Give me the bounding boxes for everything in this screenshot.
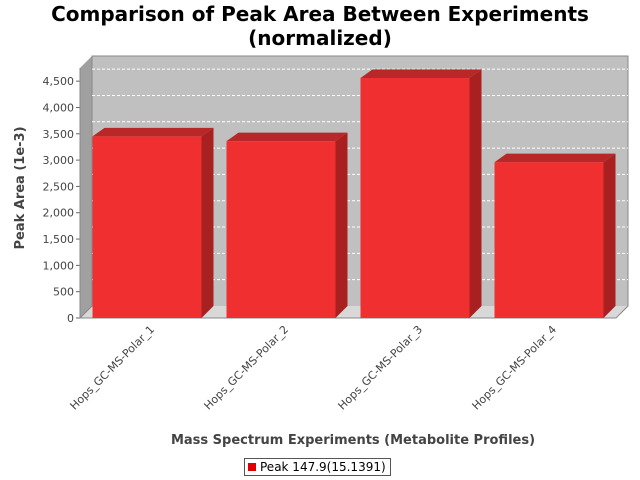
y-tick-label: 3,000 xyxy=(43,154,75,167)
x-tick-label: Hops_GC-MS-Polar_3 xyxy=(336,323,426,413)
legend-label: Peak 147.9(15.1391) xyxy=(260,460,386,474)
bar-front xyxy=(360,78,470,318)
bars xyxy=(92,69,616,318)
y-tick-label: 1,000 xyxy=(43,259,75,272)
x-axis-title: Mass Spectrum Experiments (Metabolite Pr… xyxy=(171,433,535,448)
chart-title: Comparison of Peak Area Between Experime… xyxy=(0,2,640,50)
left-wall xyxy=(80,56,92,318)
y-axis-title: Peak Area (1e-3) xyxy=(13,126,28,249)
bar-top xyxy=(92,127,214,137)
bar xyxy=(360,69,482,318)
x-axis: Hops_GC-MS-Polar_1 Hops_GC-MS-Polar_2 Hops… xyxy=(68,323,560,413)
plot-outline xyxy=(79,55,629,319)
legend: Peak 147.9(15.1391) xyxy=(244,458,391,476)
y-tick-label: 0 xyxy=(67,312,74,325)
floor xyxy=(80,306,628,318)
bar-side xyxy=(469,69,482,318)
chart-title-line-1: Comparison of Peak Area Between Experime… xyxy=(51,2,589,26)
y-tick-label: 1,500 xyxy=(43,233,75,246)
y-axis: 0 500 1,000 1,500 2,000 2,500 3,000 3,500 4,000 4… xyxy=(43,68,81,325)
y-tick-label: 2,500 xyxy=(43,180,75,193)
bar-top xyxy=(360,69,482,78)
bar-front xyxy=(494,162,604,318)
bar-top xyxy=(226,132,348,142)
y-tick-label: 4,500 xyxy=(43,75,75,88)
bar-top xyxy=(494,153,616,163)
bar xyxy=(226,132,348,318)
y-tick-label: 2,000 xyxy=(43,207,75,220)
chart-title-line-2: (normalized) xyxy=(248,26,392,50)
y-tick-label: 4,000 xyxy=(43,101,75,114)
y-tick-label: 3,500 xyxy=(43,128,75,141)
bar-side xyxy=(603,153,616,318)
y-tick-label: 500 xyxy=(53,286,74,299)
bar-front xyxy=(226,141,336,318)
x-tick-label: Hops_GC-MS-Polar_2 xyxy=(202,323,292,413)
bar-side xyxy=(335,132,348,318)
bar-front xyxy=(92,136,202,318)
bar-side xyxy=(201,127,214,318)
bar xyxy=(494,153,616,318)
x-tick-label: Hops_GC-MS-Polar_1 xyxy=(68,323,158,413)
legend-swatch xyxy=(248,463,256,471)
bar xyxy=(92,127,214,318)
x-tick-label: Hops_GC-MS-Polar_4 xyxy=(470,323,560,413)
